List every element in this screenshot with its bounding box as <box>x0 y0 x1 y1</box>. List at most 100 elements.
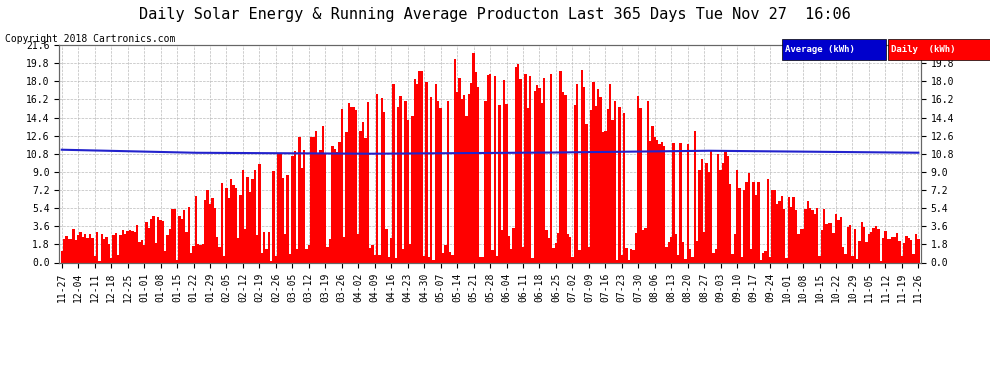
Bar <box>339 142 341 262</box>
Bar <box>139 242 141 262</box>
Bar <box>828 223 830 262</box>
Bar <box>616 260 619 262</box>
Bar <box>110 258 112 262</box>
Bar <box>858 241 860 262</box>
Bar <box>856 260 858 262</box>
Bar <box>456 92 458 262</box>
Bar <box>199 245 202 262</box>
Bar <box>752 182 754 262</box>
Bar <box>136 225 139 262</box>
Bar <box>65 236 67 262</box>
Bar <box>371 245 373 262</box>
Bar <box>150 219 152 262</box>
Bar <box>844 254 846 262</box>
Bar <box>171 209 173 262</box>
Bar <box>729 184 732 262</box>
Bar <box>284 234 286 262</box>
Bar <box>913 254 915 262</box>
Bar <box>524 74 527 262</box>
Bar <box>146 222 148 262</box>
Bar <box>698 170 701 262</box>
Bar <box>477 87 479 262</box>
Bar <box>527 108 529 262</box>
Bar <box>781 196 783 262</box>
Bar <box>433 260 435 262</box>
Bar <box>800 229 802 262</box>
Bar <box>529 76 532 262</box>
Bar <box>334 149 336 262</box>
Bar <box>588 246 590 262</box>
Bar <box>428 256 430 262</box>
Bar <box>152 216 154 262</box>
Bar <box>522 247 524 262</box>
Bar <box>872 228 875 262</box>
Bar <box>226 188 228 262</box>
Bar <box>491 250 494 262</box>
Bar <box>89 234 91 262</box>
Bar <box>541 103 543 262</box>
Bar <box>84 234 86 262</box>
Bar <box>310 137 313 262</box>
Bar <box>131 231 134 262</box>
Bar <box>286 175 289 262</box>
Bar <box>545 230 547 262</box>
Bar <box>70 239 72 262</box>
Bar <box>221 183 223 262</box>
Bar <box>402 249 404 262</box>
Bar <box>216 237 218 262</box>
Bar <box>795 210 797 262</box>
Bar <box>750 249 752 262</box>
Bar <box>440 108 442 262</box>
Bar <box>821 230 823 262</box>
Bar <box>190 253 192 262</box>
Bar <box>467 94 470 262</box>
Bar <box>915 234 917 262</box>
Bar <box>508 237 510 262</box>
Bar <box>653 137 656 262</box>
Bar <box>463 95 465 262</box>
Bar <box>329 239 332 262</box>
Bar <box>154 243 157 262</box>
Bar <box>708 172 710 262</box>
Bar <box>614 101 616 262</box>
Bar <box>630 249 633 262</box>
Bar <box>592 82 595 262</box>
Bar <box>713 253 715 262</box>
Bar <box>602 132 604 262</box>
Bar <box>265 249 267 262</box>
Bar <box>63 240 65 262</box>
Bar <box>248 192 251 262</box>
Bar <box>315 132 317 262</box>
Bar <box>426 82 428 262</box>
Bar <box>559 71 562 262</box>
Bar <box>903 243 906 262</box>
Bar <box>489 74 491 262</box>
Bar <box>638 96 640 262</box>
Bar <box>141 240 143 262</box>
Bar <box>294 150 296 262</box>
Bar <box>715 249 717 262</box>
Bar <box>93 256 96 262</box>
Bar <box>209 204 211 262</box>
Bar <box>769 257 771 262</box>
Bar <box>251 180 253 262</box>
Bar <box>628 260 630 262</box>
Bar <box>388 257 390 262</box>
Bar <box>472 53 475 262</box>
Bar <box>385 228 388 262</box>
Bar <box>691 256 694 262</box>
Bar <box>350 107 352 262</box>
Bar <box>600 97 602 262</box>
Bar <box>317 153 320 262</box>
Bar <box>906 236 908 262</box>
Bar <box>835 213 838 262</box>
Bar <box>884 231 887 262</box>
Bar <box>543 78 545 262</box>
Bar <box>562 93 564 262</box>
Bar <box>376 93 378 262</box>
Bar <box>332 146 334 262</box>
Bar <box>783 209 785 262</box>
Bar <box>60 251 63 262</box>
Bar <box>322 126 324 262</box>
Bar <box>260 252 263 262</box>
